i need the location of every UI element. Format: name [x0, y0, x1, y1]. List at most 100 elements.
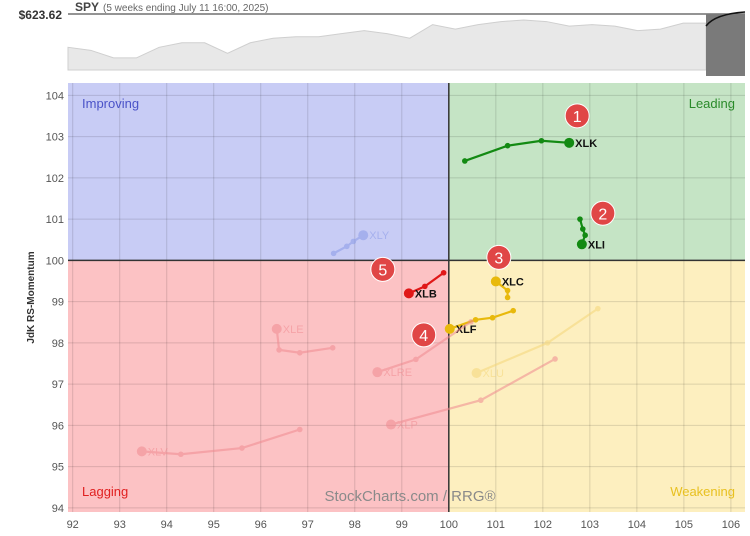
y-tick-label: 104 [46, 90, 64, 102]
y-tick-label: 95 [52, 462, 64, 474]
tail-point [477, 397, 484, 404]
spy-area [67, 19, 707, 71]
tail-point [239, 445, 245, 451]
tail-point [276, 347, 282, 353]
y-tick-label: 97 [52, 379, 64, 391]
tail-point [538, 137, 545, 144]
quadrant-label-leading: Leading [689, 96, 735, 111]
quadrant-improving [68, 83, 449, 261]
spy-title: SPY [75, 0, 99, 14]
y-tick-label: 99 [52, 297, 64, 309]
series-label: XLE [283, 324, 304, 336]
series-label: XLI [588, 239, 605, 251]
series-label: XLY [369, 230, 390, 242]
x-tick-label: 95 [208, 519, 220, 531]
tail-point [580, 226, 586, 232]
rank-badge [486, 244, 512, 270]
tail-point [544, 340, 551, 346]
head-point [372, 367, 383, 378]
tail-point [582, 232, 588, 239]
head-point [271, 323, 282, 334]
series-xlb: XLB 5 [370, 256, 447, 300]
tail-point [461, 158, 468, 164]
x-tick-label: 98 [349, 519, 361, 531]
series-xli: XLI 2 [576, 200, 616, 251]
head-point [564, 137, 575, 148]
x-tick-label: 106 [722, 519, 740, 531]
x-tick-label: 102 [534, 519, 552, 531]
tail-line [333, 234, 364, 255]
tail-point [552, 356, 558, 362]
tail-point [595, 305, 601, 312]
head-point [136, 446, 147, 457]
spy-current-window [706, 14, 745, 76]
tail-point [489, 314, 496, 321]
x-tick-label: 93 [114, 519, 126, 531]
tail-point [343, 243, 350, 250]
series-xlf: XLF 4 [411, 307, 517, 348]
series-label: XLRE [383, 367, 412, 379]
x-tick-label: 92 [67, 519, 79, 531]
y-tick-label: 94 [52, 503, 64, 515]
tail-line [464, 139, 570, 162]
tail-point [350, 238, 357, 245]
x-tick-label: 101 [487, 519, 505, 531]
series-xle: XLE [271, 323, 336, 356]
series-xlu: XLU [471, 305, 601, 380]
x-tick-label: 104 [628, 519, 646, 531]
spy-current-line [705, 11, 746, 27]
quadrant-label-weakening: Weakening [670, 484, 735, 499]
y-tick-label: 103 [46, 132, 64, 144]
series-label: XLC [502, 276, 524, 288]
series-label: XLV [148, 446, 169, 458]
x-tick-label: 96 [255, 519, 267, 531]
tail-point [413, 356, 419, 363]
plot-area: 92 93 94 95 96 97 98 99 100 101 102 103 104 105 106 94 9… [26, 83, 745, 531]
x-tick-label: 99 [396, 519, 408, 531]
rank-badge [590, 200, 616, 226]
spy-subtitle: (5 weeks ending July 11 16:00, 2025) [103, 3, 268, 14]
tail-line [141, 428, 301, 456]
rank-badge-number: 2 [598, 206, 607, 223]
tail-point [178, 451, 184, 458]
head-point [403, 288, 414, 299]
series-label: XLK [575, 138, 597, 150]
y-tick-label: 98 [52, 338, 64, 350]
y-tick-label: 100 [46, 255, 64, 267]
head-point [444, 323, 455, 334]
rank-badge-number: 1 [573, 109, 582, 126]
quadrant-label-lagging: Lagging [82, 484, 128, 499]
series-label: XLB [415, 288, 437, 300]
series-label: XLU [483, 368, 504, 380]
tail-point [510, 307, 517, 314]
tail-point [577, 216, 583, 222]
x-tick-label: 105 [675, 519, 693, 531]
x-tick-label: 103 [581, 519, 599, 531]
y-axis-label: JdK RS-Momentum [26, 251, 37, 343]
spy-price: $623.62 [19, 8, 63, 22]
y-tick-label: 96 [52, 420, 64, 432]
rank-badge-number: 5 [378, 262, 387, 279]
quadrant-leading [448, 83, 745, 261]
y-tick-label: 101 [46, 214, 64, 226]
tail-point [504, 142, 511, 149]
series-xly: XLY [330, 230, 390, 257]
series-xlk: XLK 1 [461, 103, 597, 164]
x-tick-label: 97 [302, 519, 314, 531]
series-xlre: XLRE [372, 319, 474, 379]
tail-point [440, 269, 447, 276]
rank-badge [370, 256, 396, 282]
head-point [576, 239, 587, 250]
tail-point [472, 316, 479, 323]
series-xlp: XLP [385, 356, 558, 432]
quadrant-weakening [448, 260, 745, 512]
tail-point [296, 426, 303, 433]
tail-line [275, 328, 333, 354]
tail-point [330, 250, 337, 257]
series-label: XLP [397, 420, 418, 432]
head-point [471, 367, 482, 378]
tail-point [422, 283, 428, 290]
series-label: XLF [456, 324, 477, 336]
tail-point [468, 319, 474, 325]
